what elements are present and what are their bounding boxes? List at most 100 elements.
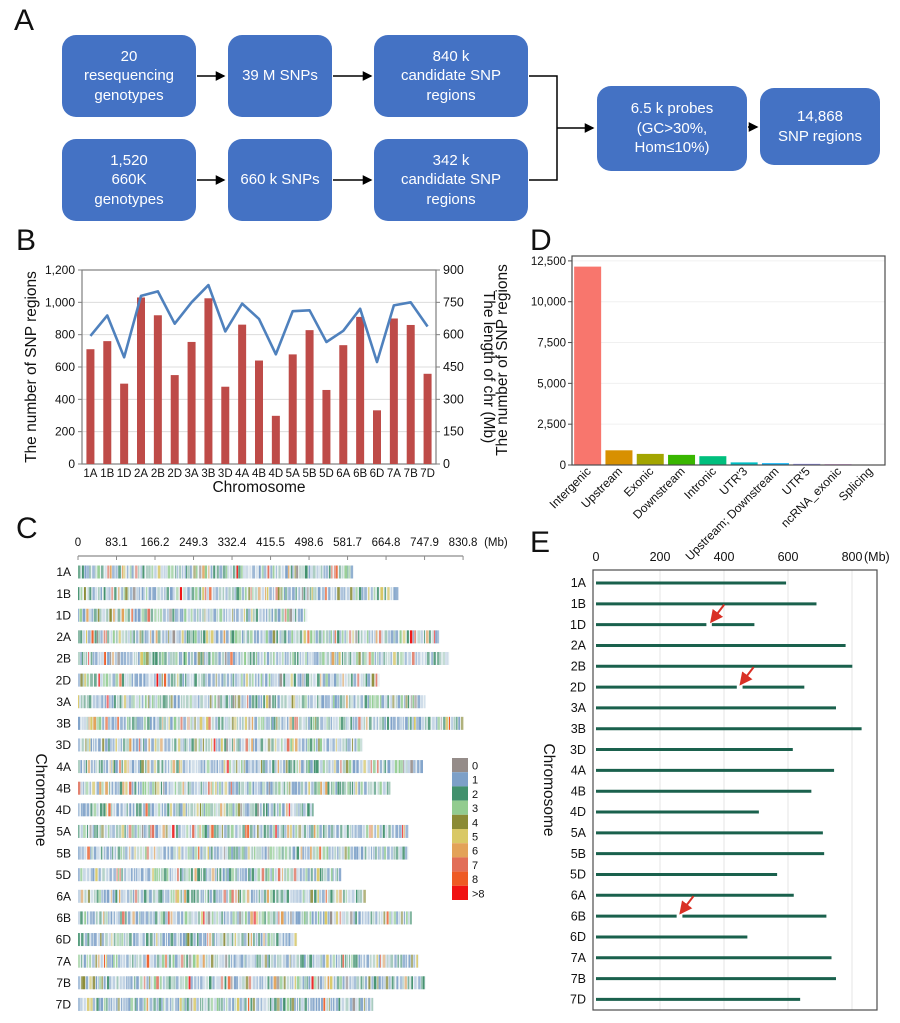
panel-c-stripe <box>139 911 141 925</box>
panel-c-stripe <box>308 760 309 774</box>
panel-c-stripe <box>272 781 275 795</box>
panel-c-stripe <box>256 954 259 968</box>
panel-c-stripe <box>294 716 297 730</box>
panel-c-stripe <box>369 716 372 730</box>
panel-c-stripe <box>205 630 209 644</box>
panel-c-stripe <box>115 997 118 1011</box>
panel-c-stripe <box>405 954 407 968</box>
panel-c-stripe <box>299 868 302 882</box>
panel-c-stripe <box>219 868 222 882</box>
panel-c-stripe <box>395 695 397 709</box>
panel-c-stripe <box>307 868 310 882</box>
panel-c-stripe <box>317 781 321 795</box>
panel-c-stripe <box>152 587 154 601</box>
panel-c-stripe <box>136 630 139 644</box>
panel-c-stripe <box>187 716 189 730</box>
panel-b-bar-7D <box>423 373 432 464</box>
panel-c-stripe <box>255 889 258 903</box>
panel-e-row-label-6B: 6B <box>571 909 586 923</box>
panel-c-stripe <box>87 868 90 882</box>
panel-c-stripe <box>317 587 321 601</box>
panel-c-stripe <box>448 716 450 730</box>
panel-b-bar-7A <box>389 318 398 464</box>
panel-c-row-stripes-6D <box>78 933 298 947</box>
panel-c-stripe <box>353 673 357 687</box>
panel-c-stripe <box>263 997 267 1011</box>
panel-c-stripe <box>292 716 294 730</box>
panel-c-stripe <box>205 673 207 687</box>
panel-c-stripe <box>182 738 184 752</box>
panel-c-stripe <box>156 716 160 730</box>
panel-c-stripe <box>99 781 102 795</box>
panel-c-stripe <box>257 651 260 665</box>
panel-c-row-label-5B: 5B <box>56 846 71 860</box>
panel-c-stripe <box>307 846 310 860</box>
panel-c-stripe <box>168 760 170 774</box>
panel-c-stripe <box>221 824 223 838</box>
panel-c-stripe <box>271 738 274 752</box>
panel-c-stripe <box>364 846 367 860</box>
panel-c-stripe <box>143 954 146 968</box>
panel-c-stripe <box>235 781 239 795</box>
panel-c-stripe <box>191 716 194 730</box>
panel-c-stripe <box>136 651 138 665</box>
panel-c-stripe <box>84 565 87 579</box>
panel-c-stripe <box>89 824 92 838</box>
panel-c-stripe <box>362 911 364 925</box>
panel-c-stripe <box>258 587 261 601</box>
panel-c-stripe <box>314 695 316 709</box>
panel-c-stripe <box>443 716 446 730</box>
panel-c-stripe <box>351 781 353 795</box>
panel-c-stripe <box>162 889 165 903</box>
panel-c-stripe <box>203 781 205 795</box>
panel-c-stripe <box>363 716 365 730</box>
panel-c-stripe <box>239 846 242 860</box>
panel-c-stripe <box>175 608 177 622</box>
panel-c-stripe <box>225 695 229 709</box>
panel-c-stripe <box>232 781 235 795</box>
panel-c-stripe <box>78 803 80 817</box>
panel-c-stripe <box>414 695 417 709</box>
panel-c-stripe <box>163 997 165 1011</box>
panel-c-stripe <box>352 587 356 601</box>
panel-c-stripe <box>406 760 408 774</box>
panel-c-stripe <box>153 716 156 730</box>
panel-c-stripe <box>105 630 107 644</box>
panel-c-stripe <box>103 587 106 601</box>
panel-c-stripe <box>236 954 238 968</box>
panel-c-stripe <box>185 673 187 687</box>
panel-c-stripe <box>279 630 282 644</box>
panel-c-stripe <box>120 846 123 860</box>
panel-c-stripe <box>158 889 160 903</box>
panel-c-stripe <box>255 695 258 709</box>
panel-c-stripe <box>232 933 234 947</box>
panel-c-stripe <box>165 997 169 1011</box>
panel-c-stripe <box>404 976 407 990</box>
panel-c-stripe <box>412 695 414 709</box>
panel-c-stripe <box>288 846 291 860</box>
panel-c-stripe <box>315 630 318 644</box>
panel-c-stripe <box>175 565 177 579</box>
panel-c-stripe <box>94 824 95 838</box>
panel-c-stripe <box>277 738 280 752</box>
panel-c-stripe <box>341 630 344 644</box>
panel-c-stripe <box>144 781 147 795</box>
flow-box-final-snp-regions: 14,868 SNP regions <box>760 88 880 165</box>
panel-c-stripe <box>287 630 290 644</box>
panel-b-ytick-label-right: 600 <box>443 328 464 342</box>
panel-c-stripe <box>263 933 265 947</box>
panel-c-stripe <box>414 716 416 730</box>
panel-c-stripe <box>136 716 140 730</box>
panel-c-stripe <box>315 954 318 968</box>
panel-c-stripe <box>162 630 165 644</box>
panel-c-stripe <box>238 651 241 665</box>
panel-c-stripe <box>217 781 219 795</box>
panel-c-stripe <box>79 846 81 860</box>
panel-c-stripe <box>265 565 267 579</box>
panel-c-stripe <box>373 716 376 730</box>
panel-c-stripe <box>169 695 171 709</box>
panel-c-stripe <box>109 673 111 687</box>
panel-c-stripe <box>210 565 213 579</box>
panel-c-legend-label: 4 <box>472 817 478 829</box>
panel-c-stripe <box>89 738 91 752</box>
